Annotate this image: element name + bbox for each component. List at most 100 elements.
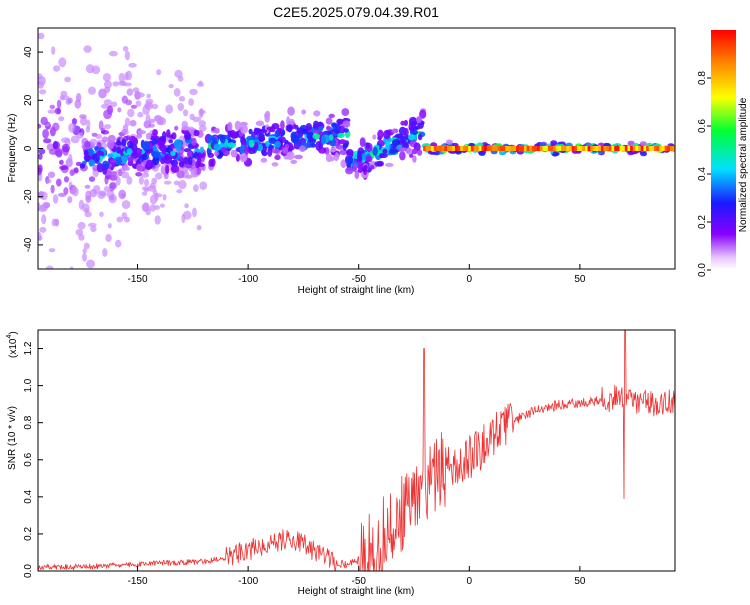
- spectrogram-blob: [266, 126, 274, 131]
- spectrogram-blob: [125, 99, 133, 106]
- spectrogram-blob: [70, 135, 80, 144]
- spectrogram-carrier-mark: [664, 146, 669, 151]
- spectrogram-blob: [247, 146, 256, 155]
- spectrogram-blob: [88, 176, 96, 182]
- spectrogram-blob: [124, 50, 131, 61]
- spectrogram-blob: [445, 139, 453, 145]
- spectrogram-blob: [83, 45, 92, 53]
- spectrogram-blob: [121, 171, 130, 179]
- spectrogram-blob: [374, 161, 383, 167]
- spectrogram-carrier-mark: [502, 146, 507, 151]
- spectrogram-blob: [96, 162, 104, 173]
- spectrogram-blob: [370, 164, 375, 170]
- spectrogram-blob: [166, 129, 171, 138]
- colorbar-tick-label: 0.4: [697, 167, 708, 181]
- spectrogram-blob: [52, 122, 60, 132]
- spectrogram-blob: [268, 145, 275, 150]
- spectrogram-carrier-mark: [436, 146, 441, 151]
- spectrogram-blob: [239, 153, 248, 163]
- spectrogram-blob: [170, 164, 180, 173]
- spectrogram-blob: [155, 172, 163, 180]
- spectrogram-blob: [90, 15, 96, 22]
- spectrogram-blob: [73, 167, 79, 174]
- spectrogram-blob: [38, 148, 46, 155]
- spectrogram-blob: [199, 108, 204, 117]
- spectrogram-blob: [400, 135, 406, 144]
- spectrogram-blob: [124, 71, 129, 81]
- snr-x-tick-label: -150: [128, 576, 148, 587]
- spectrogram-blob: [88, 159, 96, 167]
- spectrogram-panel: -150 -100 -50 0 50 -40 -20 0 20 40 Height of str…: [7, 15, 676, 296]
- spectrogram-carrier-mark: [656, 146, 661, 151]
- spectrogram-blob: [141, 191, 148, 196]
- spectrogram-carrier-mark: [603, 146, 608, 151]
- spectrogram-blob: [341, 108, 350, 117]
- spectrogram-carrier-mark: [478, 146, 483, 151]
- spectrogram-blob: [63, 187, 69, 195]
- spectrogram-blob: [417, 134, 423, 141]
- spectrogram-blob: [382, 148, 388, 155]
- spectrogram-blob: [196, 167, 202, 175]
- spectrogram-blob: [61, 143, 70, 153]
- spectrogram-blob: [312, 133, 321, 140]
- spectrogram-blob: [64, 76, 71, 83]
- spectrogram-blob: [294, 154, 303, 160]
- spectrogram-carrier-mark: [534, 146, 539, 151]
- colorbar: 0.0 0.2 0.4 0.6 0.8 Normalized spectral ampl…: [697, 30, 749, 277]
- spectrogram-blob: [298, 132, 303, 138]
- spectrogram-carrier-mark: [585, 146, 589, 151]
- spectrogram-blob: [154, 215, 161, 225]
- spectrogram-blob: [117, 107, 122, 113]
- spectrogram-blob: [354, 170, 360, 180]
- spectrogram-blob: [107, 153, 114, 158]
- spectrogram-blob: [99, 211, 104, 218]
- spectrogram-carrier-mark: [425, 146, 430, 151]
- spectrogram-carrier-mark: [590, 146, 595, 151]
- spectrogram-blob: [89, 138, 98, 146]
- spectrogram-blob: [254, 142, 259, 151]
- spectrogram-blob: [383, 129, 391, 140]
- spectrogram-carrier-mark: [428, 146, 433, 151]
- spectrogram-carrier-mark: [542, 146, 547, 151]
- spectrogram-blob: [162, 194, 167, 201]
- colorbar-tick-label: 0.0: [697, 263, 708, 277]
- spectrogram-blob: [121, 193, 126, 198]
- spectrogram-blob: [127, 140, 133, 148]
- spectrogram-blob: [153, 151, 161, 159]
- spectrogram-blob: [170, 150, 176, 157]
- spectrogram-blob: [41, 214, 47, 225]
- snr-x-tick-label: 0: [467, 576, 473, 587]
- spectrogram-blob: [271, 148, 280, 154]
- spectrogram-blob: [388, 148, 397, 155]
- spectrogram-blob: [401, 143, 410, 149]
- spectrogram-carrier-mark: [672, 146, 675, 151]
- snr-y-ticks: 0.0 0.2 0.4 0.6 0.8 1.0 1.2: [23, 341, 43, 578]
- spectrogram-blob: [230, 149, 238, 158]
- spectrogram-blob: [234, 120, 241, 131]
- spectrogram-blob: [107, 134, 116, 143]
- snr-y-tick-label: 0.6: [23, 452, 34, 466]
- spectrogram-blob: [109, 175, 118, 181]
- spectrogram-blob: [56, 178, 62, 187]
- spectrogram-blob: [85, 126, 91, 133]
- spectrogram-blob: [261, 150, 268, 157]
- spectrogram-blob: [286, 151, 295, 160]
- spectrogram-carrier-mark: [638, 146, 643, 151]
- spectrogram-carrier-mark: [545, 146, 550, 151]
- spectrogram-blob: [220, 135, 226, 144]
- spectrogram-carrier-mark: [523, 146, 528, 151]
- spectrogram-blob: [103, 186, 111, 192]
- spectrogram-y-axis-label: Frequency (Hz): [7, 114, 18, 183]
- spectrogram-blob: [38, 123, 42, 129]
- spectrogram-blob: [152, 129, 159, 136]
- spectrogram-blob: [305, 123, 312, 131]
- spectrogram-blob: [82, 252, 87, 262]
- spectrogram-blob: [38, 164, 43, 173]
- spectrogram-blob: [163, 155, 172, 165]
- snr-multiplier-close: ): [8, 331, 19, 334]
- spectrogram-blob: [328, 134, 334, 141]
- spectrogram-blob: [359, 137, 366, 148]
- spectrogram-blob: [386, 140, 391, 146]
- spectrogram-carrier-mark: [587, 146, 592, 151]
- spectrogram-blob: [106, 105, 114, 115]
